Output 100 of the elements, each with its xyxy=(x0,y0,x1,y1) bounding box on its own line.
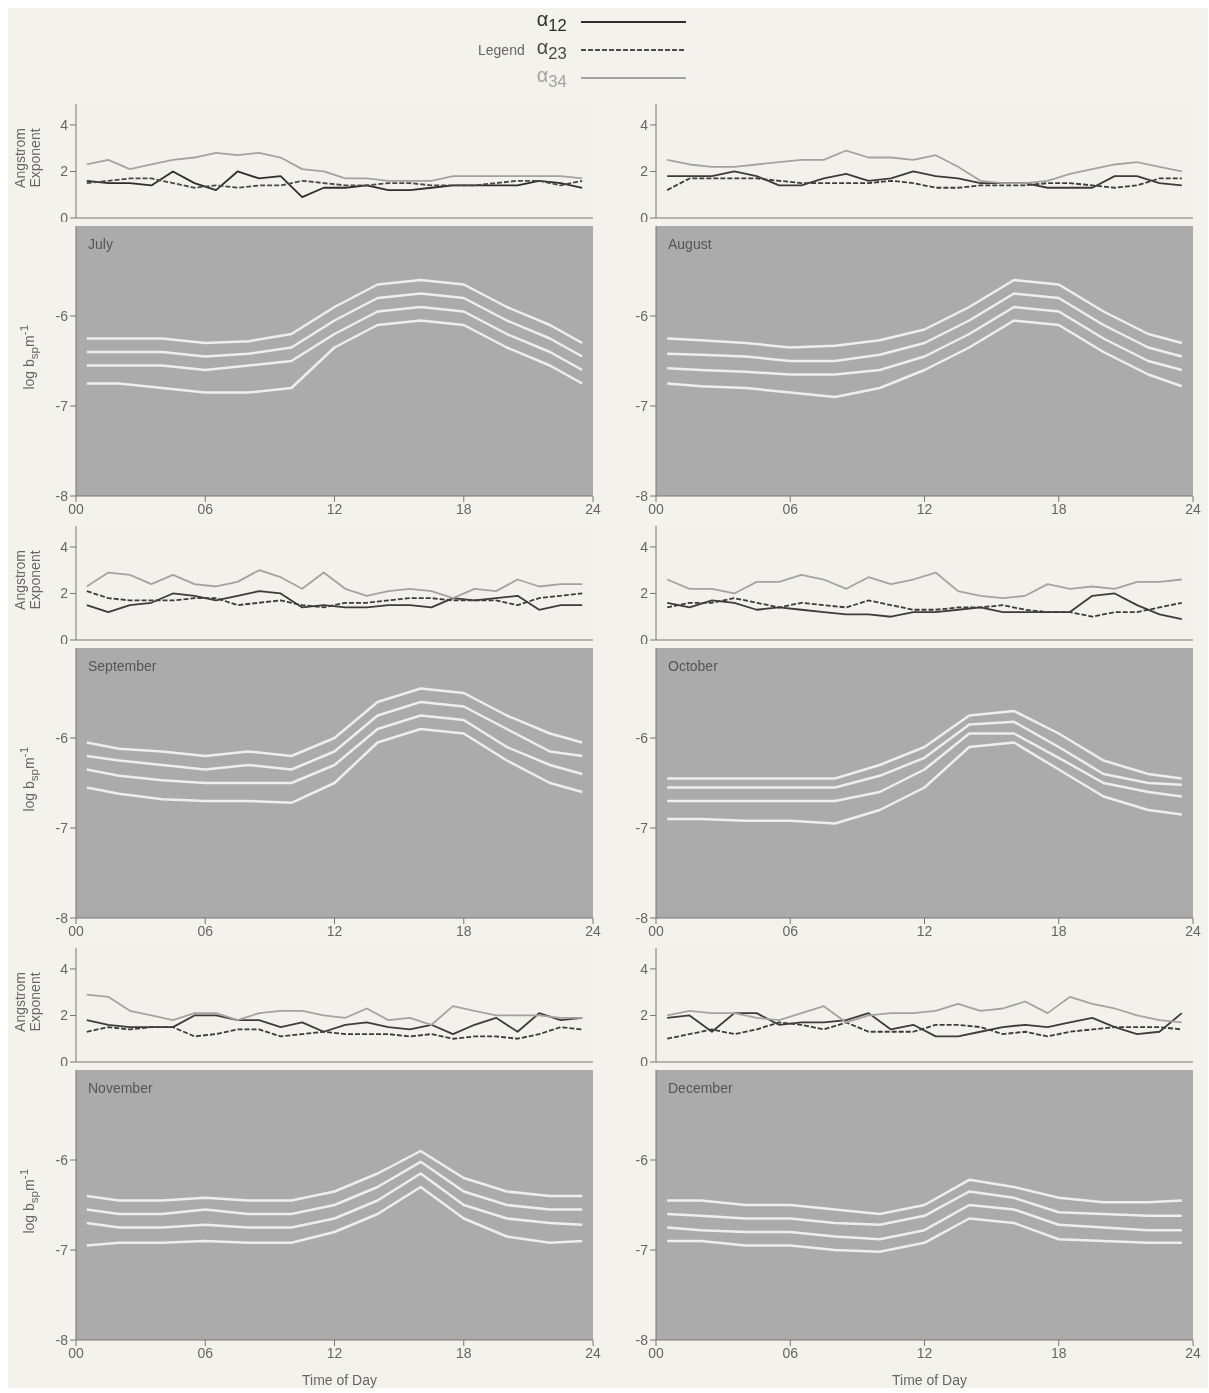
y-tick-label: -7 xyxy=(55,397,69,414)
line-series xyxy=(85,177,584,189)
line-series xyxy=(665,1190,1184,1227)
y-tick-label: 2 xyxy=(640,1007,649,1024)
legend-title: Legend xyxy=(478,42,525,58)
line-series xyxy=(85,1149,584,1202)
x-tick-label: 06 xyxy=(782,922,799,939)
y-tick-label: -6 xyxy=(635,1151,649,1168)
text: α$_{12}$ xyxy=(536,8,568,36)
y-axis-title: Angstrom Exponent xyxy=(12,127,44,188)
y-tick-label: 2 xyxy=(640,585,649,602)
line-series xyxy=(85,305,584,372)
y-tick-label: -6 xyxy=(635,729,649,746)
y-tick-label: -7 xyxy=(635,1241,649,1258)
line-series xyxy=(85,1160,584,1216)
y-tick-label: 4 xyxy=(640,538,649,555)
line-series xyxy=(85,1185,584,1247)
x-tick-label: 12 xyxy=(326,1344,343,1361)
annotation: July xyxy=(88,236,113,252)
line-series xyxy=(85,700,584,771)
line-series xyxy=(665,709,1184,780)
line-series xyxy=(665,319,1184,399)
line-series xyxy=(85,569,584,600)
y-tick-label: 4 xyxy=(60,116,69,133)
y-tick-label: -6 xyxy=(635,307,649,324)
line-series xyxy=(665,1203,1184,1241)
annotation: November xyxy=(88,1080,153,1096)
x-tick-label: 18 xyxy=(455,500,472,517)
y-tick-label: 2 xyxy=(60,585,69,602)
x-tick-label: 00 xyxy=(648,500,664,517)
x-tick-label: 18 xyxy=(455,922,472,939)
x-axis-title: Time of Day xyxy=(891,1372,968,1388)
line-series xyxy=(85,151,584,182)
x-tick-label: 00 xyxy=(68,922,84,939)
line-series xyxy=(666,995,1183,1024)
y-tick-label: -6 xyxy=(55,307,69,324)
x-axis-title: Time of Day xyxy=(301,1372,378,1388)
x-tick-label: 00 xyxy=(648,922,664,939)
x-tick-label: 06 xyxy=(197,922,214,939)
x-tick-label: 06 xyxy=(782,1344,799,1361)
y-tick-label: -6 xyxy=(55,729,69,746)
x-tick-label: 12 xyxy=(916,1344,933,1361)
y-tick-label: 4 xyxy=(60,960,69,977)
line-series xyxy=(85,993,584,1026)
line-series xyxy=(665,720,1184,789)
line-series xyxy=(665,732,1184,803)
x-tick-label: 12 xyxy=(916,500,933,517)
y-tick-label: -7 xyxy=(55,1241,69,1258)
x-tick-label: 24 xyxy=(585,922,601,939)
y-tick-label: -8 xyxy=(55,487,69,504)
x-tick-label: 06 xyxy=(782,500,799,517)
x-tick-label: 18 xyxy=(1050,500,1067,517)
x-tick-label: 24 xyxy=(585,500,601,517)
annotation: December xyxy=(668,1080,733,1096)
text: α$_{34}$ xyxy=(536,64,568,92)
line-series xyxy=(665,278,1184,349)
line-series xyxy=(666,149,1183,184)
x-tick-label: 18 xyxy=(1050,922,1067,939)
x-tick-label: 12 xyxy=(326,500,343,517)
x-tick-label: 06 xyxy=(197,500,214,517)
x-tick-label: 24 xyxy=(1185,1344,1201,1361)
x-tick-label: 06 xyxy=(197,1344,214,1361)
line-series xyxy=(665,1217,1184,1254)
y-tick-label: -8 xyxy=(635,487,649,504)
y-tick-label: 2 xyxy=(60,1007,69,1024)
y-tick-label: -8 xyxy=(635,909,649,926)
line-series xyxy=(85,319,584,394)
line-series xyxy=(666,571,1183,600)
x-tick-label: 24 xyxy=(585,1344,601,1361)
line-series xyxy=(665,1178,1184,1216)
line-series xyxy=(85,292,584,358)
annotation: October xyxy=(668,658,718,674)
y-tick-label: -7 xyxy=(635,819,649,836)
line-series xyxy=(665,305,1184,376)
line-series xyxy=(666,170,1183,189)
y-tick-label: -8 xyxy=(635,1331,649,1348)
line-series xyxy=(665,741,1184,825)
line-series xyxy=(666,597,1183,618)
y-tick-label: -6 xyxy=(55,1151,69,1168)
y-tick-label: 4 xyxy=(60,538,69,555)
x-tick-label: 24 xyxy=(1185,500,1201,517)
y-axis-title: Angstrom Exponent xyxy=(12,971,44,1032)
y-axis-title: Angstrom Exponent xyxy=(12,549,44,610)
x-tick-label: 18 xyxy=(1050,1344,1067,1361)
y-tick-label: 4 xyxy=(640,960,649,977)
line-series xyxy=(666,1012,1183,1038)
y-tick-label: 2 xyxy=(640,163,649,180)
x-tick-label: 12 xyxy=(916,922,933,939)
y-tick-label: -8 xyxy=(55,909,69,926)
y-tick-label: -8 xyxy=(55,1331,69,1348)
annotation: August xyxy=(668,236,712,252)
line-series xyxy=(666,592,1183,620)
x-tick-label: 24 xyxy=(1185,922,1201,939)
x-tick-label: 18 xyxy=(455,1344,472,1361)
y-tick-label: -7 xyxy=(635,397,649,414)
y-tick-label: 4 xyxy=(640,116,649,133)
text: α$_{23}$ xyxy=(536,36,568,64)
annotation: September xyxy=(88,658,157,674)
line-series xyxy=(85,278,584,345)
line-series xyxy=(85,1172,584,1229)
